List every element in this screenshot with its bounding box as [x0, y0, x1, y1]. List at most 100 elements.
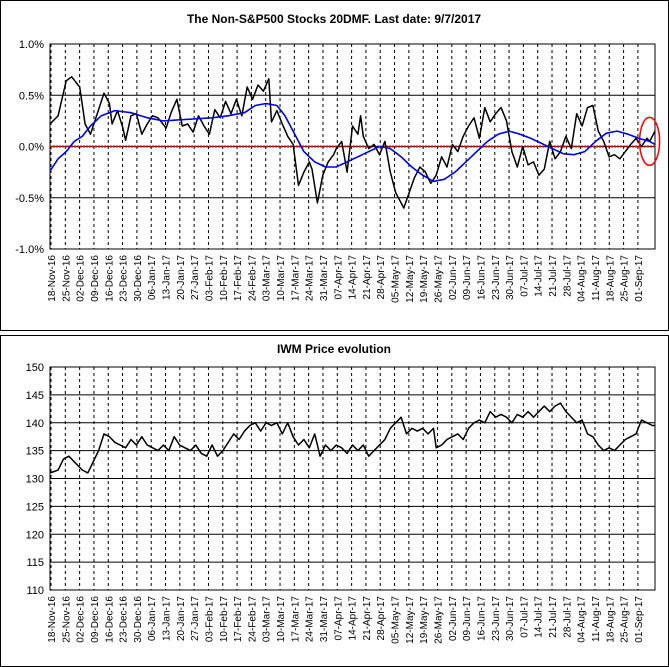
- chart2-x-tick-label: 24-Feb-17: [247, 596, 258, 643]
- chart1-series-ma: [49, 102, 656, 183]
- chart2-y-tick-label: 135: [26, 446, 44, 458]
- chart2-x-tick-label: 09-Dec-16: [90, 596, 101, 643]
- chart2-series-iwm: [49, 402, 655, 474]
- chart1-x-tick-label: 18-Aug-17: [605, 255, 616, 302]
- chart2-x-tick-label: 05-May-17: [391, 596, 402, 644]
- chart1-x-tick-label: 26-May-17: [433, 255, 444, 303]
- chart1-x-tick-label: 03-Feb-17: [204, 255, 215, 302]
- chart1-x-tick-label: 16-Dec-16: [104, 255, 115, 302]
- chart2-plot: 18-Nov-16 25-Nov-16 02-Dec-16 09-Dec-16 16-D…: [26, 362, 656, 644]
- chart2-x-tick-label: 01-Sep-17: [634, 596, 645, 643]
- chart2-x-tick-label: 12-May-17: [405, 596, 416, 644]
- chart1-x-tick-label: 10-Mar-17: [276, 255, 287, 302]
- chart2-x-tick-label: 30-Jun-17: [505, 596, 516, 641]
- chart2-x-tick-label: 25-Nov-16: [61, 596, 72, 643]
- chart1-x-tick-label: 30-Dec-16: [133, 255, 144, 302]
- chart2-x-tick-label: 07-Apr-17: [333, 596, 344, 641]
- chart1-title: The Non-S&P500 Stocks 20DMF. Last date: …: [187, 12, 481, 26]
- chart1-x-tick-label: 25-Aug-17: [620, 255, 631, 302]
- chart2-x-tick-label: 18-Nov-16: [47, 596, 58, 643]
- chart1-x-tick-label: 21-Jul-17: [548, 255, 559, 297]
- chart2-y-tick-label: 150: [26, 362, 44, 374]
- chart2-x-tick-label: 10-Mar-17: [276, 596, 287, 643]
- chart1-x-tick-label: 28-Apr-17: [376, 255, 387, 300]
- chart1-x-tick-label: 24-Feb-17: [247, 255, 258, 302]
- chart2-y-tick-label: 140: [26, 418, 44, 430]
- chart1-x-tick-label: 31-Mar-17: [319, 255, 330, 302]
- chart2-x-tick-label: 16-Dec-16: [104, 596, 115, 643]
- chart1-x-tick-label: 27-Jan-17: [190, 255, 201, 300]
- chart1-x-tick-label: 28-Jul-17: [562, 255, 573, 297]
- chart2-x-tick-label: 07-Jul-17: [519, 596, 530, 638]
- chart1-x-tick-label: 17-Feb-17: [233, 255, 244, 302]
- chart2-x-tick-label: 30-Dec-16: [133, 596, 144, 643]
- chart2-x-tick-label: 04-Aug-17: [577, 596, 588, 643]
- chart2-x-tick-label: 23-Jun-17: [491, 596, 502, 641]
- chart1-x-tick-label: 11-Aug-17: [591, 255, 602, 301]
- chart1-x-tick-label: 10-Feb-17: [219, 255, 230, 302]
- chart1-y-tick-label: 1.0%: [19, 39, 44, 51]
- chart2-y-tick-label: 110: [26, 585, 44, 597]
- chart2-x-tick-label: 26-May-17: [433, 596, 444, 644]
- chart1-x-tick-label: 14-Jul-17: [534, 255, 545, 297]
- chart2-x-tick-label: 24-Mar-17: [305, 596, 316, 643]
- chart1-y-tick-label: -1.0%: [15, 244, 44, 256]
- chart1-plot: 18-Nov-16 25-Nov-16 02-Dec-16 09-Dec-16 16-D…: [15, 39, 661, 303]
- chart2-x-tick-label: 09-Jun-17: [462, 596, 473, 641]
- chart2-x-tick-label: 31-Mar-17: [319, 596, 330, 643]
- chart2-x-tick-label: 03-Mar-17: [262, 596, 273, 643]
- chart2-x-tick-label: 21-Apr-17: [362, 596, 373, 641]
- chart1-x-tick-label: 13-Jan-17: [162, 255, 173, 300]
- chart2-x-tick-label: 02-Dec-16: [76, 596, 87, 643]
- chart2-x-tick-label: 03-Feb-17: [204, 596, 215, 643]
- chart1-x-tick-label: 09-Jun-17: [462, 255, 473, 300]
- chart2-y-tick-label: 120: [26, 529, 44, 541]
- chart2-x-tick-label: 16-Jun-17: [476, 596, 487, 641]
- chart1-x-tick-label: 20-Jan-17: [176, 255, 187, 300]
- chart1-x-tick-label: 02-Jun-17: [448, 255, 459, 300]
- chart2-y-tick-label: 125: [26, 501, 44, 513]
- chart1-y-tick-label: 0.0%: [19, 142, 44, 154]
- chart1-x-tick-label: 05-May-17: [391, 255, 402, 303]
- chart2-y-tick-label: 145: [26, 390, 44, 402]
- chart2-x-tick-label: 28-Apr-17: [376, 596, 387, 641]
- chart1-x-tick-label: 30-Jun-17: [505, 255, 516, 300]
- chart1-x-tick-label: 16-Jun-17: [476, 255, 487, 300]
- chart1-x-tick-label: 18-Nov-16: [47, 255, 58, 302]
- chart1-x-tick-label: 07-Jul-17: [519, 255, 530, 297]
- chart1-x-tick-label: 01-Sep-17: [634, 255, 645, 302]
- chart2-x-tick-label: 06-Jan-17: [147, 596, 158, 641]
- chart2-x-tick-label: 19-May-17: [419, 596, 430, 644]
- chart2-x-tick-label: 28-Jul-17: [562, 596, 573, 638]
- chart2-x-tick-label: 20-Jan-17: [176, 596, 187, 641]
- chart1-x-tick-label: 06-Jan-17: [147, 255, 158, 300]
- chart1-x-tick-label: 24-Mar-17: [305, 255, 316, 302]
- chart2-x-tick-label: 11-Aug-17: [591, 596, 602, 642]
- chart2-x-tick-label: 17-Feb-17: [233, 596, 244, 643]
- chart2-x-tick-label: 02-Jun-17: [448, 596, 459, 641]
- chart2-x-tick-label: 10-Feb-17: [219, 596, 230, 643]
- chart1-x-tick-label: 03-Mar-17: [262, 255, 273, 302]
- chart2-x-tick-label: 14-Jul-17: [534, 596, 545, 638]
- chart2-title: IWM Price evolution: [277, 342, 391, 356]
- chart2-x-tick-label: 27-Jan-17: [190, 596, 201, 641]
- chart1-x-tick-label: 04-Aug-17: [577, 255, 588, 302]
- chart2-y-tick-label: 130: [26, 474, 44, 486]
- chart1-x-tick-label: 17-Mar-17: [290, 255, 301, 302]
- chart1-x-tick-label: 02-Dec-16: [76, 255, 87, 302]
- chart2-x-tick-label: 13-Jan-17: [162, 596, 173, 641]
- chart1-x-tick-label: 21-Apr-17: [362, 255, 373, 300]
- chart2-x-tick-label: 21-Jul-17: [548, 596, 559, 638]
- chart1-x-tick-label: 07-Apr-17: [333, 255, 344, 300]
- chart1-x-tick-label: 23-Dec-16: [119, 255, 130, 302]
- chart2-x-tick-label: 18-Aug-17: [605, 596, 616, 643]
- chart1-y-tick-label: 0.5%: [19, 90, 44, 102]
- chart1-x-tick-label: 23-Jun-17: [491, 255, 502, 300]
- chart1-x-tick-label: 14-Apr-17: [348, 255, 359, 300]
- chart2-y-tick-label: 115: [26, 557, 44, 569]
- chart1-x-tick-label: 25-Nov-16: [61, 255, 72, 302]
- chart2-x-tick-label: 23-Dec-16: [119, 596, 130, 643]
- chart1-x-tick-label: 09-Dec-16: [90, 255, 101, 302]
- chart1-y-tick-label: -0.5%: [15, 193, 44, 205]
